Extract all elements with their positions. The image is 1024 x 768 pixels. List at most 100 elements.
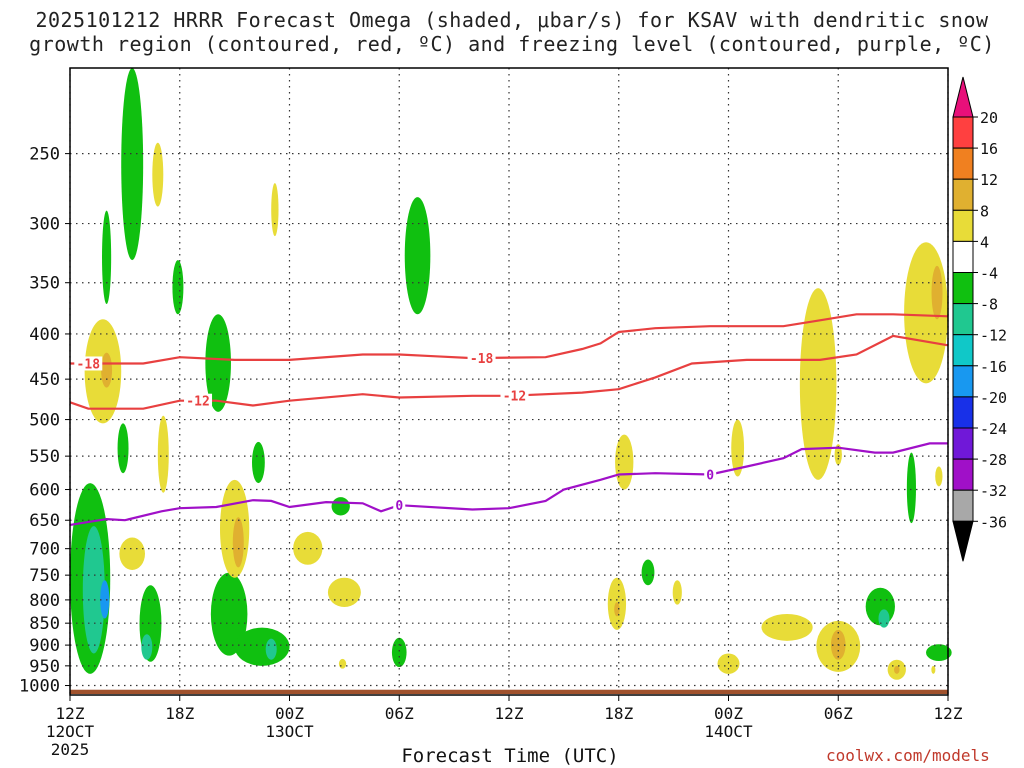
colorbar: 20 16 12 8 4 -4 -8 -12 -16 -20 -24 -28 -32 -36 [952,76,1007,562]
omega-downward-region [904,242,948,384]
colorbar-swatch [952,365,974,398]
x-tick-year-label: 2025 [51,740,90,759]
y-tick-label: 700 [29,540,60,560]
omega-upward-region [100,580,110,619]
omega-upward-region [404,197,431,315]
colorbar-swatch [952,116,974,149]
colorbar-label: -36 [980,513,1007,531]
y-tick-label: 350 [29,274,60,294]
terrain-band [70,689,948,694]
x-tick-label: 06Z [385,704,414,723]
x-tick-date-label: 12OCT [46,722,95,741]
omega-downward-region [761,614,813,641]
y-tick-label: 750 [29,566,60,586]
colorbar-label: 20 [980,109,998,127]
omega-downward-region [338,658,347,669]
contour-label-bg [467,351,496,366]
omega-upward-region [117,423,129,474]
contour-label-bg [500,388,529,403]
colorbar-label: -24 [980,420,1007,438]
contour-label: -12 [186,395,209,410]
omega-downward-region [717,653,740,674]
x-tick-label: 00Z [275,704,304,723]
omega-downward-region [799,288,837,480]
omega-upward-region [210,572,248,656]
colorbar-swatch [952,427,974,460]
y-tick-label: 650 [29,511,60,531]
omega-downward-region [935,466,943,487]
contour-label-bg [74,356,103,371]
y-tick-label: 600 [29,481,60,501]
colorbar-label: 12 [980,171,998,189]
omega-downward-region [152,142,164,207]
omega-downward-region [931,265,943,320]
contour-label: 0 [706,469,714,484]
x-tick-label: 18Z [165,704,194,723]
y-tick-label: 450 [29,370,60,390]
y-axis: 2503003504004505005506006507007508008509… [19,145,70,697]
omega-downward-region [327,577,361,608]
colorbar-label: -32 [980,482,1007,500]
y-tick-label: 1000 [19,677,60,697]
omega-downward-region [615,434,634,490]
dendritic-minus18-contour [70,313,949,365]
omega-upward-region [265,638,277,660]
y-tick-label: 900 [29,636,60,656]
omega-upward-region [252,441,265,484]
contours: -18 -18 -12 -12 0 0 [69,313,949,526]
omega-upward-region [141,634,153,660]
omega-downward-region [157,415,169,493]
contour-label-bg [184,393,213,408]
colorbar-label: -12 [980,327,1007,345]
colorbar-label: -28 [980,451,1007,469]
omega-upward-region [878,609,890,628]
omega-downward-region [293,531,323,565]
colorbar-label: -4 [980,265,998,283]
omega-downward-region [119,537,145,570]
omega-upward-region [234,627,290,666]
x-tick-label: 12Z [495,704,524,723]
x-tick-label: 18Z [604,704,633,723]
omega-upward-region [102,210,112,305]
contour-label-bg [393,498,406,513]
omega-upward-region [82,526,105,654]
x-tick-label: 06Z [824,704,853,723]
omega-regions [70,68,952,680]
contour-label: 0 [395,499,403,514]
omega-downward-region [894,665,900,674]
colorbar-label: -8 [980,296,998,314]
contour-label: -12 [503,390,526,405]
x-tick-date-label: 13OCT [265,722,314,741]
x-tick-label: 12Z [56,704,85,723]
colorbar-label: 8 [980,202,989,220]
colorbar-swatch [952,147,974,180]
chart-title-line-1: 2025101212 HRRR Forecast Omega (shaded, … [35,8,989,32]
contour-label: -18 [77,357,101,372]
colorbar-label: 4 [980,233,989,251]
colorbar-swatch [952,489,974,522]
contour-label: -18 [470,352,494,367]
contour-label-bg [704,467,717,482]
colorbar-swatch [952,396,974,429]
omega-downward-region [614,602,620,617]
colorbar-swatch [952,240,974,273]
colorbar-swatch [952,272,974,305]
y-tick-label: 950 [29,657,60,677]
y-tick-label: 300 [29,215,60,235]
colorbar-label: 16 [980,140,998,158]
freezing-level-0-contour [69,442,948,526]
omega-upward-region [391,637,407,668]
colorbar-bottom-arrow [952,520,974,562]
y-tick-label: 400 [29,325,60,345]
colorbar-swatch [952,458,974,491]
chart-title-line-2: growth region (contoured, red, ºC) and f… [29,32,995,56]
colorbar-label: -20 [980,389,1007,407]
colorbar-swatch [952,303,974,336]
omega-upward-region [172,260,184,315]
y-tick-label: 800 [29,591,60,611]
omega-downward-region [931,665,936,674]
omega-downward-region [731,419,745,477]
omega-upward-region [641,559,655,586]
omega-upward-region [121,68,144,261]
